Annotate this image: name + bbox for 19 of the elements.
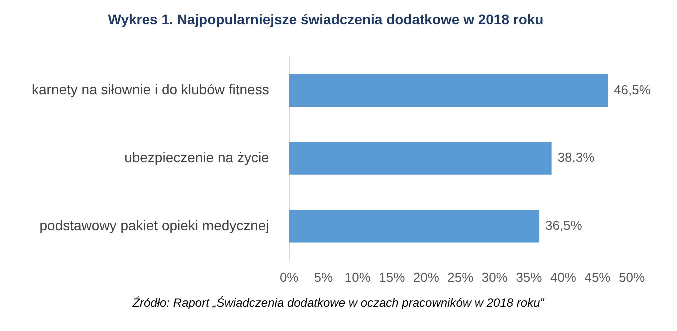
y-tick-label: karnety na siłownie i do klubów fitness [32,82,270,98]
x-tick-label: 45% [584,270,612,285]
x-tick-label: 20% [413,270,440,285]
y-tick-label: podstawowy pakiet opieki medycznej [40,217,270,234]
data-label: 38,3% [558,150,596,166]
x-tick-label: 40% [550,270,577,285]
x-tick-label: 25% [448,270,474,285]
x-tick-label: 35% [516,270,543,285]
text: Źródło: Raport „Świadczenia dodatkowe w oczach pracowników w 2018 roku” [132,296,546,310]
x-tick-label: 50% [618,270,646,285]
x-tick-label: 0% [280,270,300,285]
chart-title: Wykres 1. Najpopularniejsze świadczenia dodatkowe w 2018 roku [108,11,544,28]
data-label: 46,5% [614,82,652,98]
data-label: 36,5% [545,218,583,234]
y-tick-label: ubezpieczenie na życie [124,149,270,166]
x-tick-label: 15% [379,270,406,285]
x-tick-label: 10% [344,270,372,285]
x-tick-label: 30% [482,270,508,285]
x-tick-label: 5% [314,270,334,285]
